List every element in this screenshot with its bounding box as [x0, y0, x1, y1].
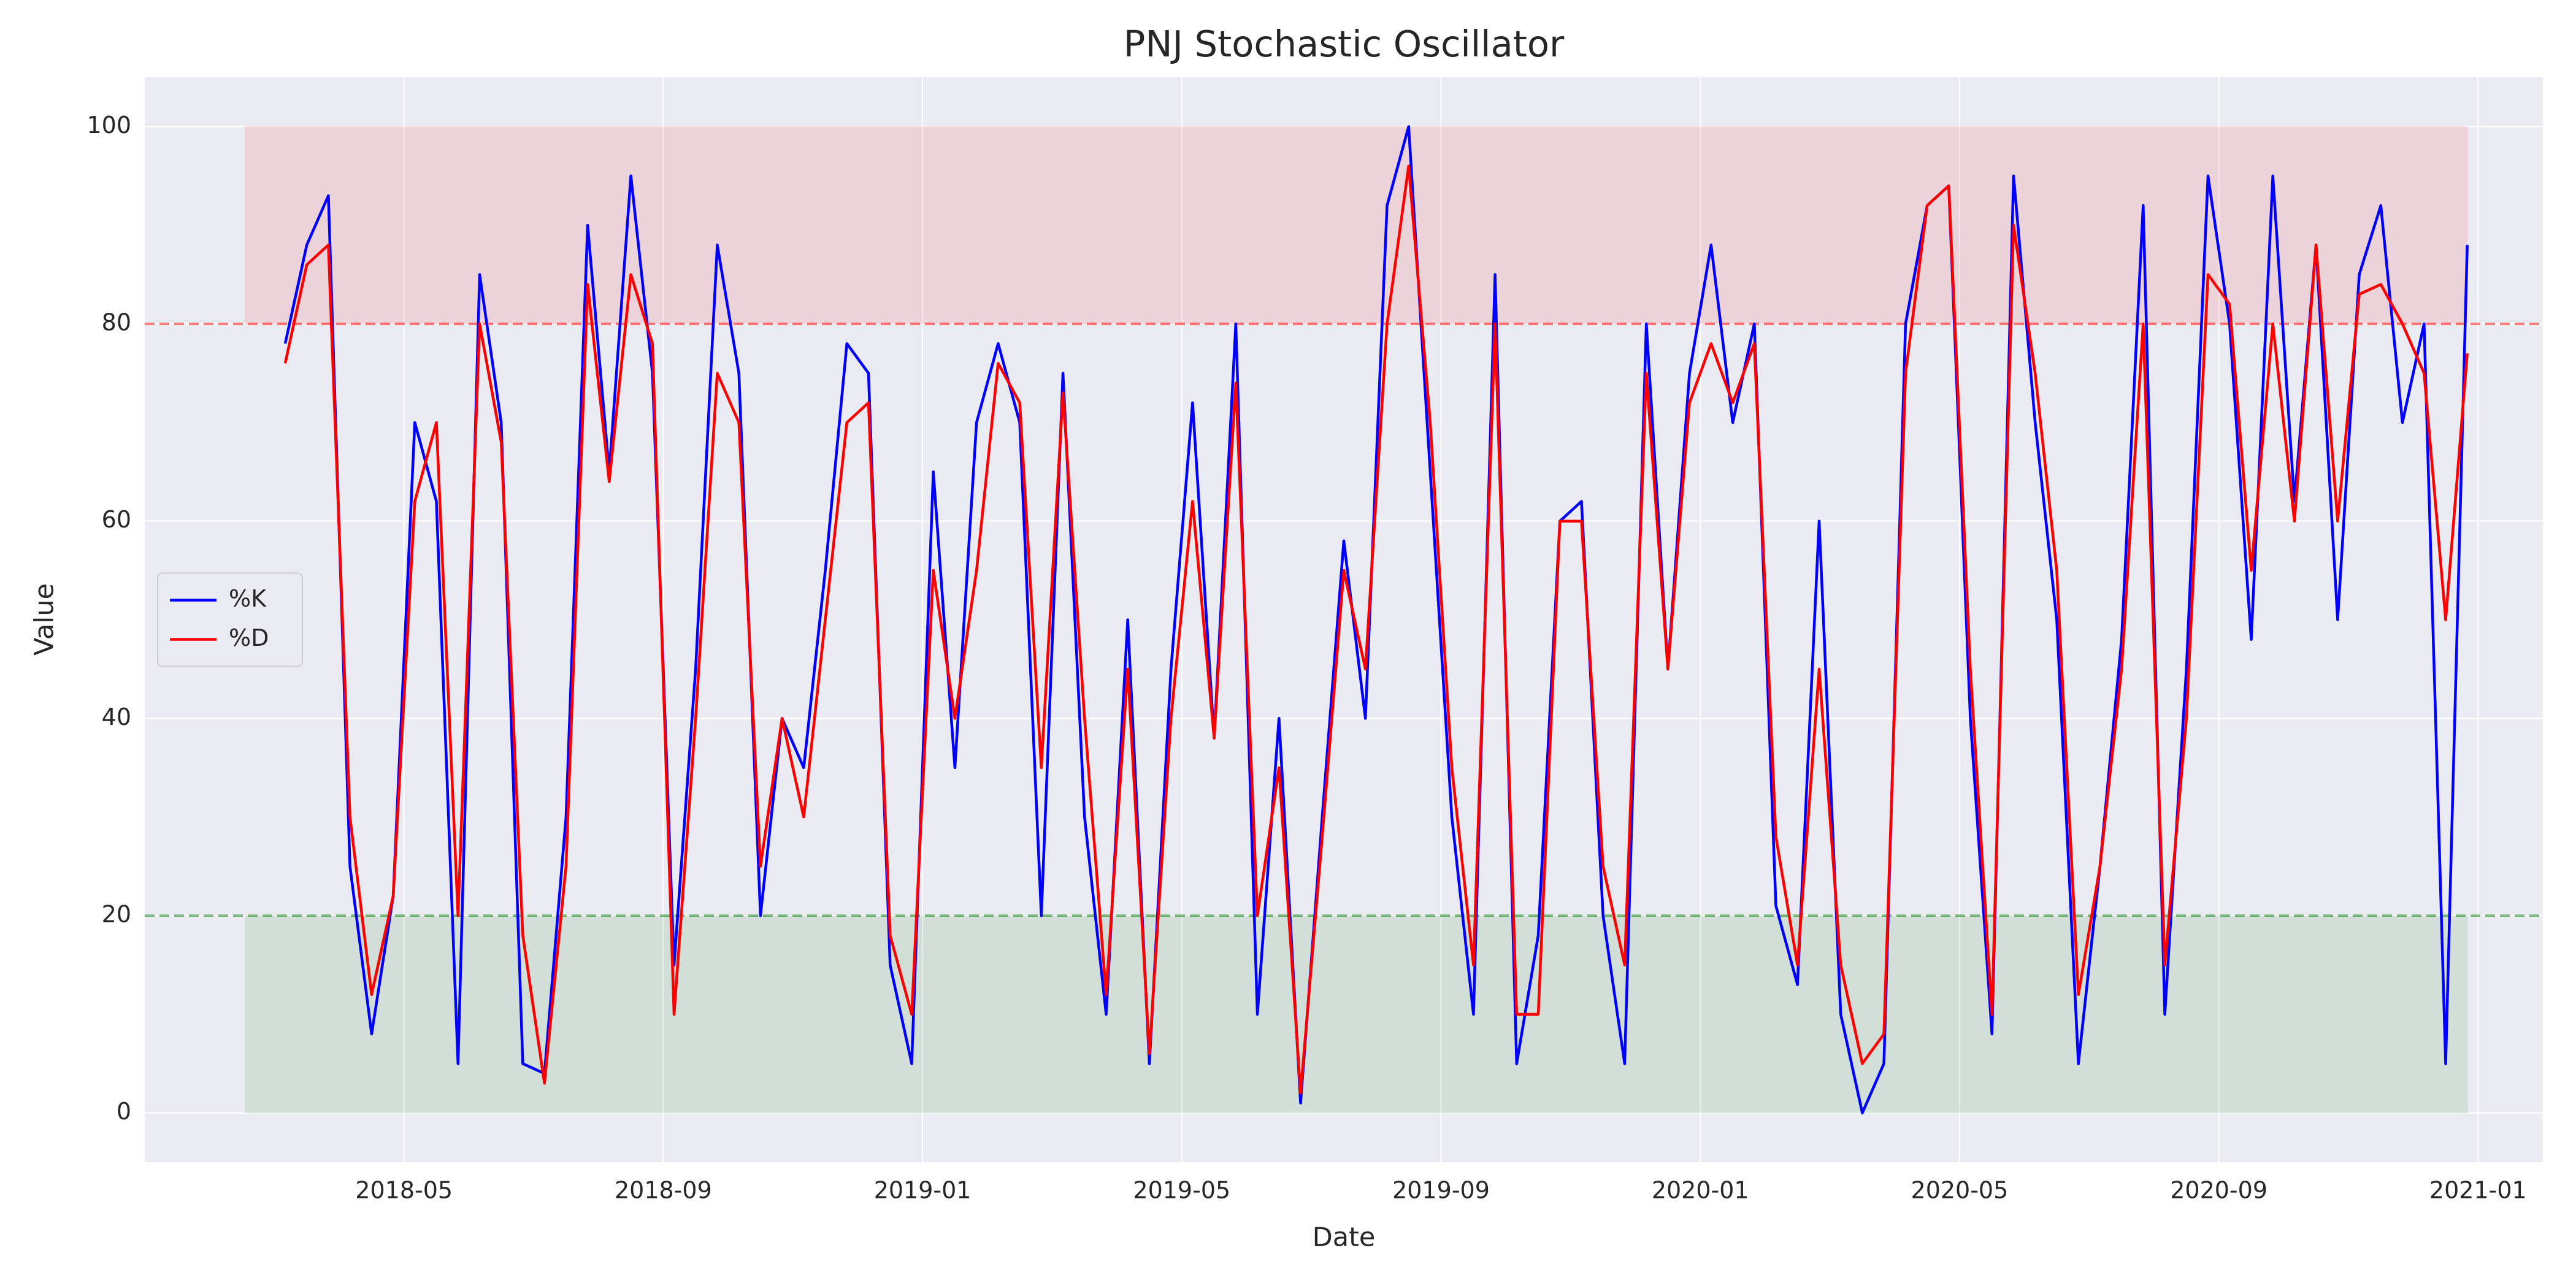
x-axis-label: Date	[1313, 1222, 1376, 1253]
y-tick-label: 60	[102, 506, 131, 533]
legend-label: %D	[229, 624, 269, 651]
x-tick-label: 2019-05	[1133, 1177, 1230, 1204]
y-tick-label: 100	[86, 112, 131, 139]
y-tick-label: 0	[117, 1098, 131, 1125]
legend-box	[157, 572, 303, 667]
series-line	[283, 164, 2469, 1095]
x-tick-label: 2020-01	[1652, 1177, 1749, 1204]
oversold-zone	[245, 915, 2468, 1114]
x-tick-label: 2019-01	[874, 1177, 972, 1204]
legend: %K %D	[157, 572, 303, 667]
chart-title: PNJ Stochastic Oscillator	[1124, 23, 1565, 65]
plot-area	[145, 77, 2543, 1162]
x-tick-label: 2021-01	[2429, 1177, 2527, 1204]
y-tick-label: 40	[102, 703, 131, 730]
x-tick-label: 2018-05	[355, 1177, 453, 1204]
x-tick-label: 2020-09	[2170, 1177, 2267, 1204]
y-tick-label: 80	[102, 309, 131, 336]
y-axis-label: Value	[29, 583, 60, 656]
y-tick-label: 20	[102, 900, 131, 927]
legend-label: %K	[229, 585, 267, 612]
x-tick-label: 2018-09	[615, 1177, 712, 1204]
x-tick-label: 2020-05	[1911, 1177, 2009, 1204]
x-tick-label: 2019-09	[1392, 1177, 1490, 1204]
overbought-zone	[245, 126, 2468, 324]
